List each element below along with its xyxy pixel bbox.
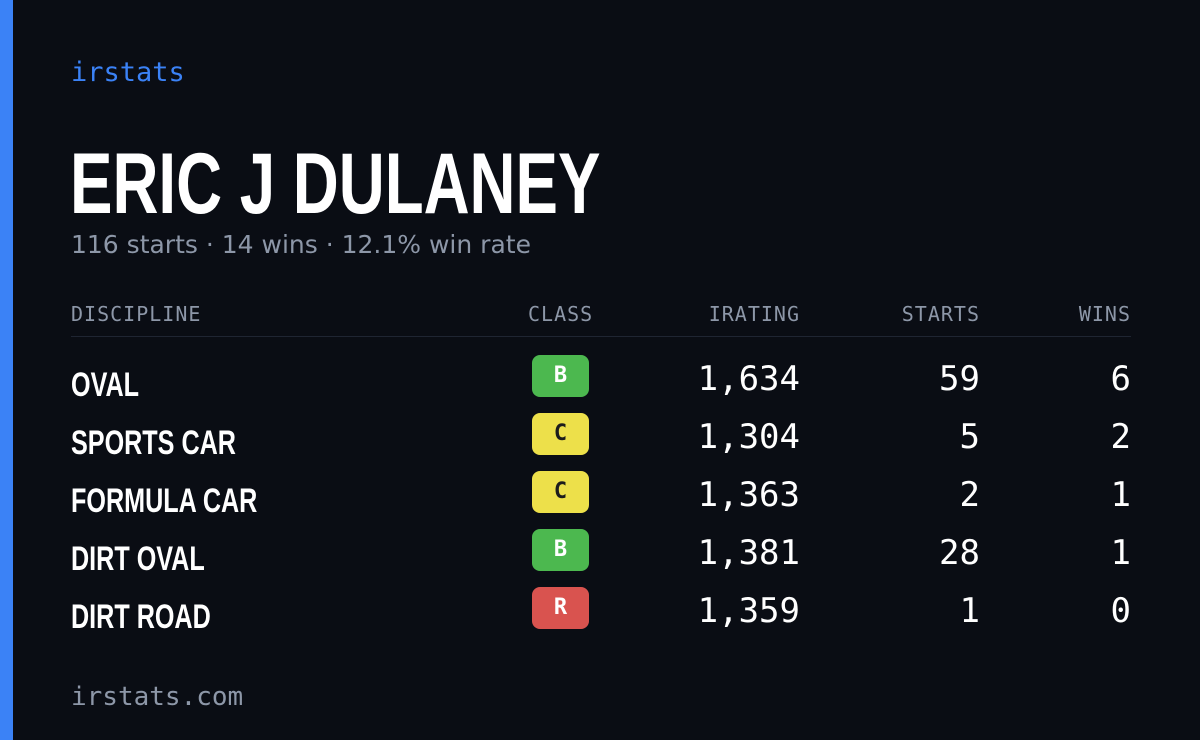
table-row: OVAL B 1,634 59 6	[71, 353, 1131, 411]
wins-value: 0	[1110, 591, 1131, 631]
header-discipline: DISCIPLINE	[71, 302, 202, 326]
table-row: DIRT OVAL B 1,381 28 1	[71, 527, 1131, 585]
starts-value: 2	[959, 475, 980, 515]
starts-value: 59	[939, 359, 980, 399]
discipline-table: DISCIPLINE CLASS IRATING STARTS WINS OVA…	[71, 296, 1131, 643]
header-wins: WINS	[1078, 302, 1131, 326]
wins-value: 2	[1110, 417, 1131, 457]
wins-value: 1	[1110, 533, 1131, 573]
discipline-name: SPORTS CAR	[71, 424, 236, 462]
wins-value: 6	[1110, 359, 1131, 399]
license-class-badge: C	[532, 471, 589, 513]
header-irating: IRATING	[708, 302, 800, 326]
header-class: CLASS	[528, 302, 594, 326]
irating-value: 1,634	[697, 359, 800, 399]
starts-value: 5	[959, 417, 980, 457]
accent-bar	[0, 0, 13, 740]
starts-value: 1	[959, 591, 980, 631]
irating-value: 1,304	[697, 417, 800, 457]
discipline-name: DIRT ROAD	[71, 598, 211, 636]
table-body: OVAL B 1,634 59 6 SPORTS CAR C 1,304 5 2…	[71, 353, 1131, 643]
footer-url: irstats.com	[71, 682, 244, 712]
driver-name: ERIC J DULANEY	[70, 136, 601, 232]
starts-value: 28	[939, 533, 980, 573]
license-class-badge: B	[532, 529, 589, 571]
irating-value: 1,363	[697, 475, 800, 515]
table-header: DISCIPLINE CLASS IRATING STARTS WINS	[71, 296, 1131, 337]
license-class-badge: R	[532, 587, 589, 629]
discipline-name: FORMULA CAR	[71, 482, 258, 520]
license-class-badge: B	[532, 355, 589, 397]
table-row: DIRT ROAD R 1,359 1 0	[71, 585, 1131, 643]
header-starts: STARTS	[901, 302, 980, 326]
irating-value: 1,359	[697, 591, 800, 631]
irating-value: 1,381	[697, 533, 800, 573]
wins-value: 1	[1110, 475, 1131, 515]
discipline-name: OVAL	[71, 366, 140, 404]
discipline-name: DIRT OVAL	[71, 540, 205, 578]
table-row: SPORTS CAR C 1,304 5 2	[71, 411, 1131, 469]
driver-summary: 116 starts · 14 wins · 12.1% win rate	[71, 230, 531, 259]
table-row: FORMULA CAR C 1,363 2 1	[71, 469, 1131, 527]
license-class-badge: C	[532, 413, 589, 455]
brand-logo: irstats	[71, 57, 185, 88]
